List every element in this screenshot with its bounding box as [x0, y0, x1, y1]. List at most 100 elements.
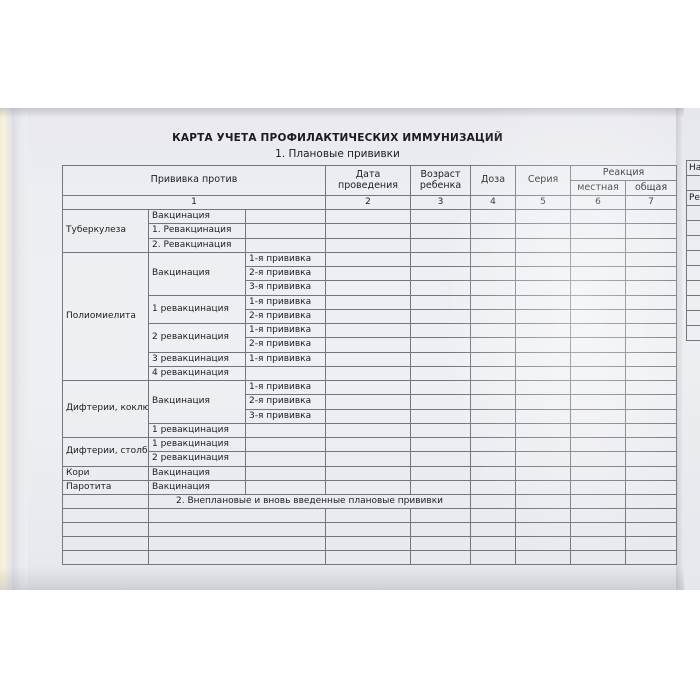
- cell-reaction-general[interactable]: [625, 337, 678, 353]
- cell-series[interactable]: [515, 308, 572, 325]
- cell-reaction-local[interactable]: [570, 337, 627, 353]
- cell-reaction-general[interactable]: [625, 408, 678, 424]
- cell-age[interactable]: [410, 251, 472, 268]
- cell-dose[interactable]: [470, 294, 517, 310]
- cell-date[interactable]: [325, 522, 412, 538]
- cell-series[interactable]: [515, 522, 572, 538]
- cell-reaction-general[interactable]: [625, 251, 678, 268]
- cell-reaction-local[interactable]: [570, 394, 627, 410]
- cell-dose[interactable]: [470, 408, 517, 424]
- cell-dose[interactable]: [470, 379, 517, 396]
- cell-reaction-local[interactable]: [570, 436, 627, 453]
- cell-reaction-general[interactable]: [625, 308, 678, 325]
- cell-series[interactable]: [515, 451, 572, 467]
- cell-age[interactable]: [410, 365, 472, 382]
- cell-reaction-general[interactable]: [625, 208, 678, 225]
- cell-dose[interactable]: [470, 465, 517, 481]
- cell-reaction-local[interactable]: [570, 465, 627, 481]
- cell-reaction-general[interactable]: [625, 237, 678, 253]
- cell-date[interactable]: [325, 223, 412, 239]
- cell-date[interactable]: [325, 337, 412, 353]
- cell-series[interactable]: [515, 408, 572, 424]
- cell-dose[interactable]: [470, 479, 517, 496]
- cell-dose[interactable]: [470, 351, 517, 367]
- cell-age[interactable]: [410, 294, 472, 310]
- cell-reaction-general[interactable]: [625, 436, 678, 453]
- cell-age[interactable]: [410, 379, 472, 396]
- cell-dose[interactable]: [470, 394, 517, 410]
- cell-reaction-general[interactable]: [625, 280, 678, 296]
- cell-dose[interactable]: [470, 223, 517, 239]
- cell-dose[interactable]: [470, 451, 517, 467]
- cell-dose[interactable]: [470, 208, 517, 225]
- cell-date[interactable]: [325, 365, 412, 382]
- cell-age[interactable]: [410, 408, 472, 424]
- cell-reaction-general[interactable]: [625, 422, 678, 439]
- cell-date[interactable]: [325, 536, 412, 552]
- cell-reaction-local[interactable]: [570, 294, 627, 310]
- cell-dose[interactable]: [470, 493, 517, 510]
- cell-dose[interactable]: [470, 251, 517, 268]
- cell-date[interactable]: [325, 280, 412, 296]
- cell-age[interactable]: [410, 479, 472, 496]
- cell-reaction-local[interactable]: [570, 280, 627, 296]
- cell-dose[interactable]: [470, 536, 517, 552]
- cell-age[interactable]: [410, 351, 472, 367]
- cell-series[interactable]: [515, 322, 572, 339]
- cell-reaction-general[interactable]: [625, 465, 678, 481]
- cell-stage[interactable]: [147, 522, 327, 538]
- cell-age[interactable]: [410, 436, 472, 453]
- cell-age[interactable]: [410, 451, 472, 467]
- cell-series[interactable]: [515, 422, 572, 439]
- cell-age[interactable]: [410, 550, 472, 566]
- cell-dose[interactable]: [470, 508, 517, 524]
- cell-reaction-general[interactable]: [625, 322, 678, 339]
- cell-dose[interactable]: [470, 522, 517, 538]
- cell-reaction-general[interactable]: [625, 365, 678, 382]
- cell-dose[interactable]: [470, 322, 517, 339]
- cell-age[interactable]: [410, 280, 472, 296]
- cell-reaction-local[interactable]: [570, 550, 627, 566]
- cell-reaction-local[interactable]: [570, 265, 627, 282]
- cell-age[interactable]: [410, 237, 472, 253]
- cell-age[interactable]: [410, 522, 472, 538]
- cell-reaction-general[interactable]: [625, 294, 678, 310]
- cell-series[interactable]: [515, 479, 572, 496]
- cell-age[interactable]: [410, 265, 472, 282]
- cell-date[interactable]: [325, 308, 412, 325]
- cell-disease[interactable]: [62, 508, 149, 524]
- cell-series[interactable]: [515, 351, 572, 367]
- cell-series[interactable]: [515, 379, 572, 396]
- cell-reaction-local[interactable]: [570, 522, 627, 538]
- cell-stage[interactable]: [147, 550, 327, 566]
- cell-age[interactable]: [410, 422, 472, 439]
- cell-reaction-general[interactable]: [625, 223, 678, 239]
- cell-age[interactable]: [410, 322, 472, 339]
- cell-reaction-local[interactable]: [570, 479, 627, 496]
- cell-date[interactable]: [325, 451, 412, 467]
- cell-reaction-general[interactable]: [625, 265, 678, 282]
- cell-reaction-local[interactable]: [570, 422, 627, 439]
- cell-reaction-local[interactable]: [570, 365, 627, 382]
- cell-series[interactable]: [515, 436, 572, 453]
- cell-age[interactable]: [410, 394, 472, 410]
- cell-series[interactable]: [515, 294, 572, 310]
- cell-date[interactable]: [325, 465, 412, 481]
- cell-reaction-local[interactable]: [570, 322, 627, 339]
- cell-age[interactable]: [410, 465, 472, 481]
- cell-series[interactable]: [515, 465, 572, 481]
- cell-age[interactable]: [410, 536, 472, 552]
- cell-age[interactable]: [410, 208, 472, 225]
- cell-series[interactable]: [515, 493, 572, 510]
- cell-dose[interactable]: [470, 237, 517, 253]
- cell-date[interactable]: [325, 379, 412, 396]
- cell-reaction-local[interactable]: [570, 379, 627, 396]
- cell-disease[interactable]: [62, 550, 149, 566]
- cell-date[interactable]: [325, 408, 412, 424]
- cell-date[interactable]: [325, 265, 412, 282]
- cell-date[interactable]: [325, 436, 412, 453]
- cell-date[interactable]: [325, 422, 412, 439]
- cell-age[interactable]: [410, 223, 472, 239]
- cell-series[interactable]: [515, 394, 572, 410]
- cell-age[interactable]: [410, 337, 472, 353]
